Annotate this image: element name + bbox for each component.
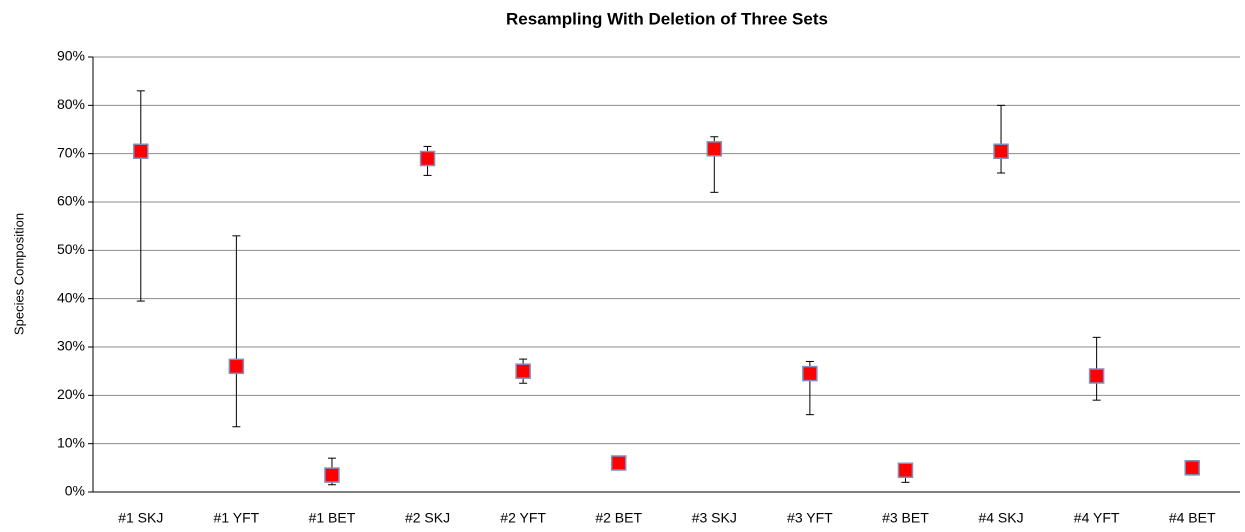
x-tick-label: #1 SKJ: [118, 510, 163, 526]
y-tick-label: 10%: [57, 434, 85, 450]
x-tick-label: #4 SKJ: [978, 510, 1023, 526]
marker: [706, 141, 723, 157]
x-tick-label: #2 SKJ: [405, 510, 450, 526]
marker: [324, 467, 340, 483]
y-tick-label: 30%: [57, 338, 85, 354]
x-tick-label: #3 SKJ: [692, 510, 737, 526]
x-tick-label: #4 YFT: [1074, 510, 1120, 526]
x-tick-label: #2 BET: [595, 510, 642, 526]
x-tick-label: #2 YFT: [500, 510, 546, 526]
marker: [802, 365, 818, 382]
marker: [897, 462, 914, 478]
marker: [1088, 368, 1105, 384]
x-tick-label: #1 BET: [309, 510, 356, 526]
y-tick-label: 50%: [57, 241, 85, 257]
y-tick-label: 20%: [57, 386, 85, 402]
x-tick-label: #4 BET: [1169, 510, 1216, 526]
x-tick-label: #1 YFT: [214, 510, 260, 526]
y-tick-label: 40%: [57, 289, 85, 305]
marker: [228, 358, 245, 375]
marker: [515, 363, 531, 379]
marker: [610, 455, 627, 471]
y-tick-label: 60%: [57, 193, 85, 209]
x-tick-label: #3 YFT: [787, 510, 833, 526]
y-axis-label: Species Composition: [11, 213, 26, 335]
chart-title: Resampling With Deletion of Three Sets: [506, 9, 828, 28]
y-tick-label: 90%: [57, 48, 85, 64]
x-tick-label: #3 BET: [882, 510, 929, 526]
marker: [133, 143, 149, 159]
y-tick-label: 0%: [65, 483, 85, 499]
marker: [419, 150, 436, 167]
marker: [1184, 460, 1200, 476]
y-tick-label: 70%: [57, 144, 85, 160]
y-tick-label: 80%: [57, 96, 85, 112]
marker: [993, 143, 1009, 159]
